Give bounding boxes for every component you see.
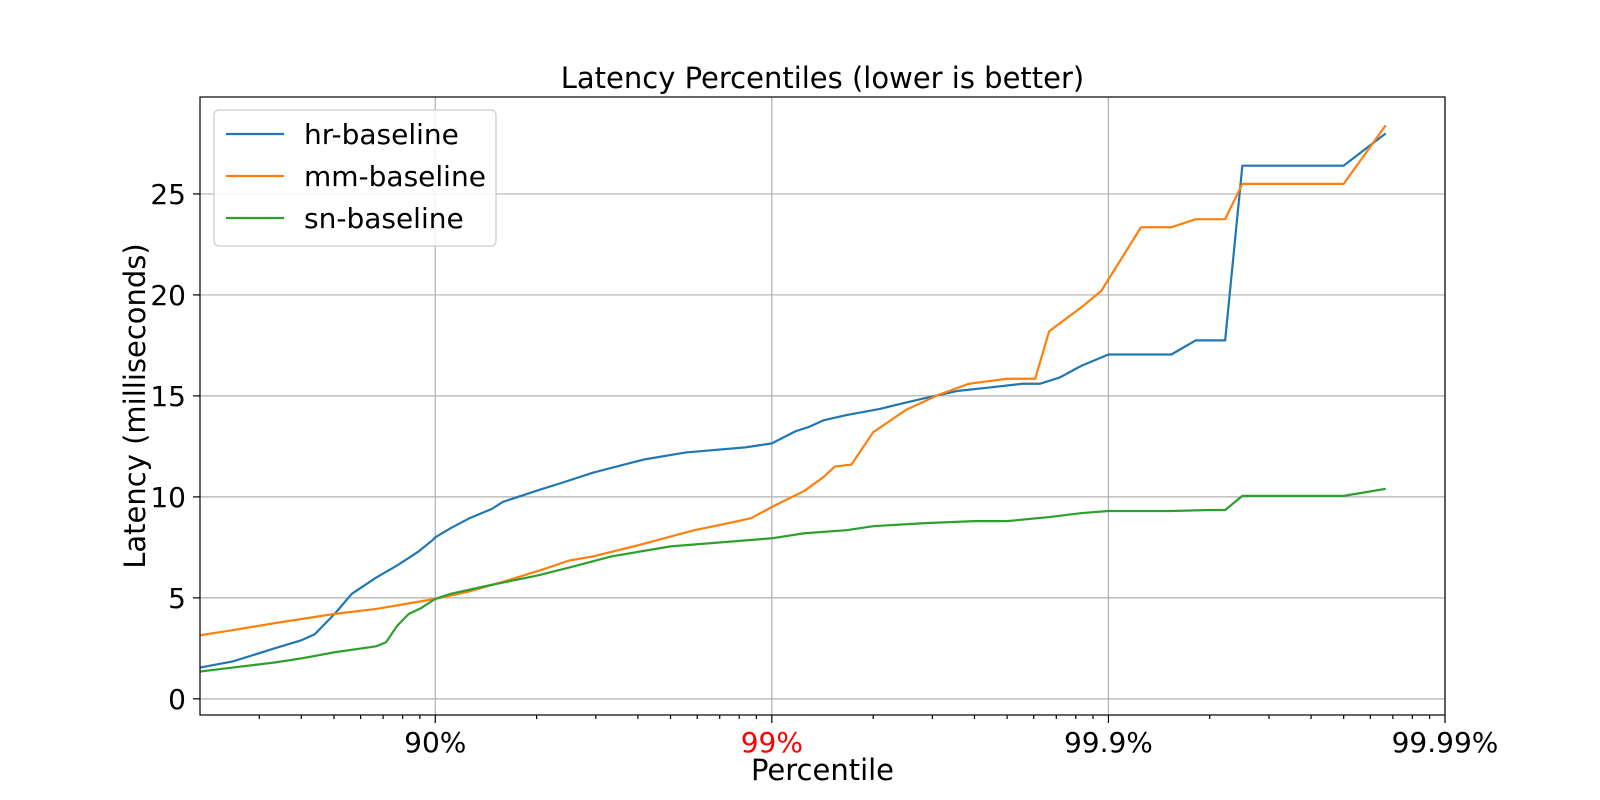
x-tick-label: 90%	[404, 726, 466, 759]
chart-title: Latency Percentiles (lower is better)	[561, 61, 1085, 95]
plot-frame	[199, 96, 1446, 716]
x-tick-label: 99%	[741, 726, 803, 759]
y-tick-label: 5	[168, 582, 186, 615]
legend: hr-baseline mm-baseline sn-baseline	[213, 109, 497, 247]
y-tick-label: 20	[150, 279, 186, 312]
series-lines	[199, 124, 1387, 673]
series-line-hr-baseline	[199, 132, 1387, 669]
legend-label: hr-baseline	[304, 118, 459, 151]
y-tick-label: 15	[150, 380, 186, 413]
y-tick-label: 25	[150, 178, 186, 211]
x-tick-label: 99.9%	[1064, 726, 1153, 759]
axes: 0 5 10 15 20 25 90% 99% 99.9% 99.99%	[150, 96, 1499, 759]
series-line-sn-baseline	[199, 487, 1386, 673]
legend-label: mm-baseline	[304, 160, 486, 193]
series-line-mm-baseline	[199, 124, 1387, 637]
legend-box	[213, 109, 497, 247]
x-tick-label: 99.99%	[1392, 726, 1499, 759]
legend-label: sn-baseline	[304, 202, 464, 235]
y-tick-label: 0	[168, 683, 186, 716]
y-axis-label: Latency (milliseconds)	[118, 243, 152, 569]
x-axis-label: Percentile	[751, 753, 894, 787]
y-tick-label: 10	[150, 481, 186, 514]
